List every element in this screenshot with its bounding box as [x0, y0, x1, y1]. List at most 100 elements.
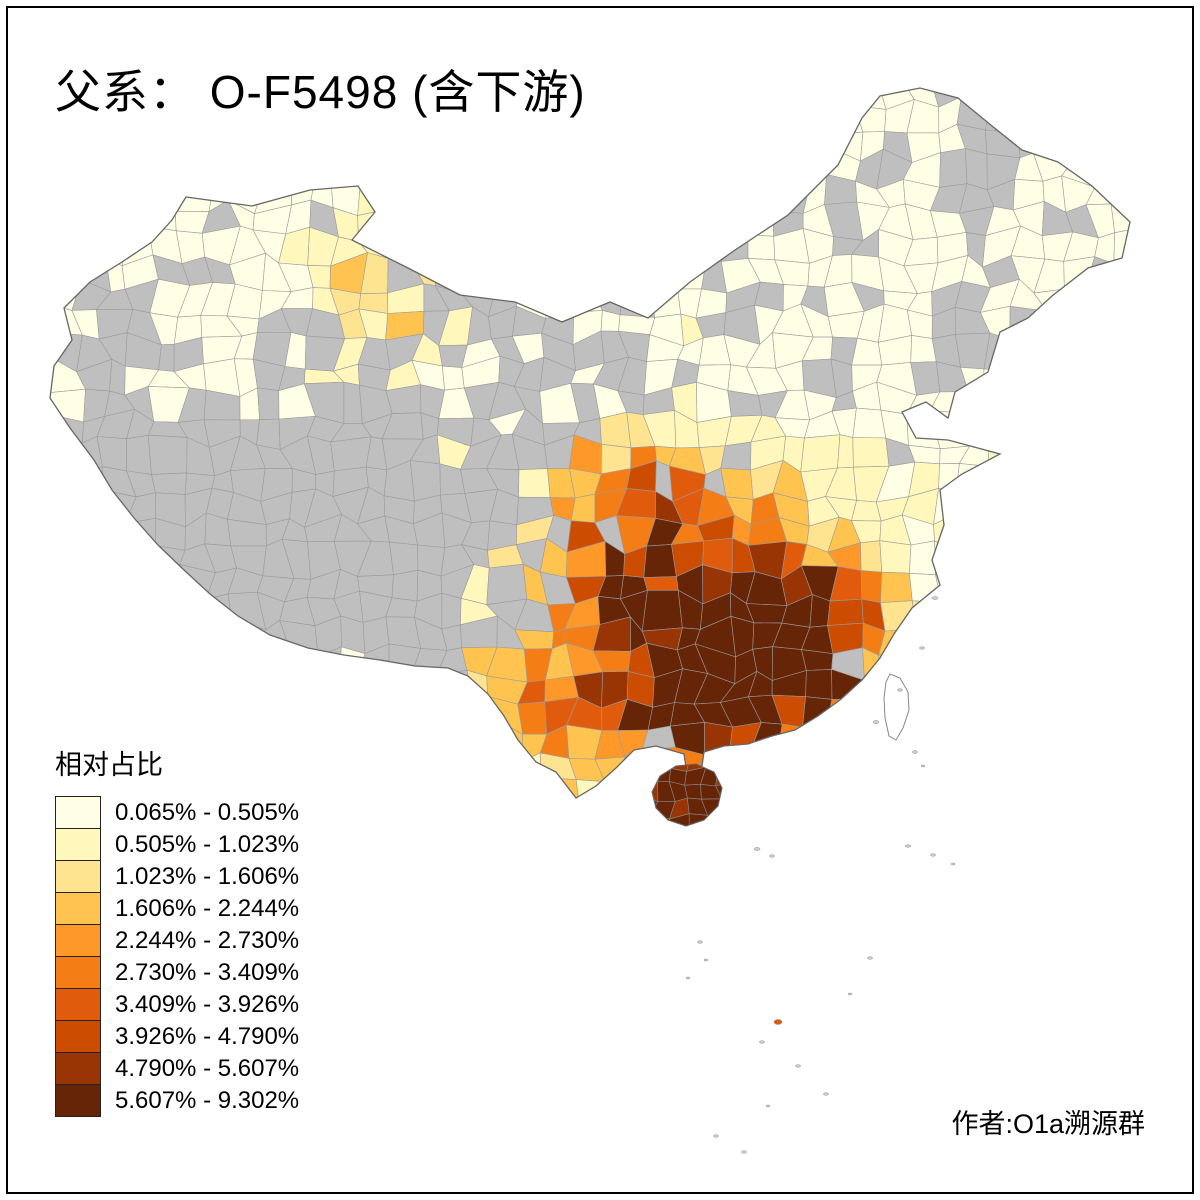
prefecture-cell: [409, 460, 441, 502]
island-marker: [697, 940, 703, 944]
legend-swatch: [55, 1052, 101, 1085]
island-marker: [685, 976, 691, 980]
prefecture-cell: [257, 387, 280, 421]
prefecture-cell: [825, 698, 865, 733]
legend-swatch: [55, 892, 101, 925]
prefecture-cell: [517, 701, 548, 735]
legend-item: 2.244% - 2.730%: [55, 924, 299, 957]
prefecture-cell: [643, 576, 679, 591]
prefecture-cell: [150, 545, 186, 573]
legend-item: 5.607% - 9.302%: [55, 1084, 299, 1117]
prefecture-cell: [827, 598, 864, 626]
prefecture-cell: [652, 765, 659, 783]
prefecture-cell: [158, 343, 175, 372]
legend-label: 3.409% - 3.926%: [115, 990, 300, 1018]
island-marker: [703, 958, 709, 962]
prefecture-cell: [51, 415, 84, 449]
prefecture-cell: [934, 540, 960, 576]
prefecture-cell: [389, 541, 419, 576]
attribution: 作者:O1a溯源群: [951, 1109, 1145, 1139]
legend-swatch: [55, 860, 101, 893]
prefecture-cell: [684, 783, 702, 800]
legend-label: 5.607% - 9.302%: [115, 1086, 300, 1114]
prefecture-cell: [715, 781, 722, 805]
prefecture-cell: [939, 148, 968, 188]
figure-title: 父系： O-F5498 (含下游): [55, 66, 586, 118]
prefecture-cell: [391, 569, 419, 602]
prefecture-cell: [911, 600, 943, 631]
prefecture-cell: [688, 813, 708, 826]
legend-label: 0.065% - 0.505%: [115, 798, 300, 826]
prefecture-cell: [1063, 256, 1096, 290]
prefecture-cell: [436, 669, 473, 698]
prefecture-cell: [677, 259, 707, 290]
island-marker: [872, 720, 880, 724]
prefecture-cell: [330, 436, 372, 472]
prefecture-cell: [126, 434, 152, 475]
prefecture-cell: [982, 368, 1023, 398]
prefecture-cell: [51, 442, 85, 476]
legend-item: 3.409% - 3.926%: [55, 988, 299, 1021]
island-marker: [773, 1019, 783, 1025]
prefecture-cell: [825, 98, 864, 135]
legend-swatch: [55, 956, 101, 989]
prefecture-cell: [720, 467, 754, 500]
prefecture-cell: [860, 540, 883, 573]
national-boundary: [49, 87, 1131, 799]
prefecture-cell: [441, 592, 462, 630]
prefecture-cell: [984, 95, 1021, 134]
prefecture-cell: [151, 472, 188, 495]
island-marker: [795, 1064, 801, 1068]
prefecture-cell: [570, 493, 596, 523]
prefecture-cell: [880, 600, 917, 632]
prefecture-cell: [486, 563, 528, 606]
legend-item: 1.606% - 2.244%: [55, 892, 299, 925]
island-marker: [867, 956, 873, 960]
prefecture-cell: [641, 589, 683, 632]
island-marker: [897, 688, 903, 692]
prefecture-cell: [964, 148, 988, 191]
legend-item: 4.790% - 5.607%: [55, 1052, 299, 1085]
legend-items: 0.065% - 0.505% 0.505% - 1.023% 1.023% - 1…: [55, 796, 299, 1117]
prefecture-cell: [698, 235, 728, 262]
legend-swatch: [55, 988, 101, 1021]
prefecture-cell: [385, 234, 416, 259]
legend-swatch: [55, 924, 101, 957]
prefecture-cell: [983, 332, 1018, 373]
prefecture-cell: [720, 441, 752, 471]
prefecture-cell: [805, 669, 833, 700]
legend-swatch: [55, 828, 101, 861]
prefecture-cell: [643, 544, 677, 578]
island-marker: [930, 853, 936, 857]
prefecture-cell: [909, 540, 936, 576]
prefecture-cell: [851, 337, 883, 366]
prefecture-cell: [852, 437, 890, 468]
prefecture-cell: [853, 88, 887, 110]
legend-label: 0.505% - 1.023%: [115, 830, 300, 858]
island-marker: [904, 844, 912, 848]
island-marker: [920, 764, 926, 768]
prefecture-cell: [878, 649, 918, 679]
prefecture-cell: [705, 814, 720, 826]
legend-label: 2.244% - 2.730%: [115, 926, 300, 954]
legend-label: 4.790% - 5.607%: [115, 1054, 300, 1082]
island-marker: [931, 596, 939, 600]
island-marker: [759, 1040, 765, 1044]
prefecture-cell: [149, 564, 185, 595]
prefecture-cell: [852, 407, 887, 439]
prefecture-cell: [518, 752, 542, 781]
island-marker: [765, 1104, 771, 1108]
island-marker: [912, 750, 918, 754]
legend-item: 1.023% - 1.606%: [55, 860, 299, 893]
prefecture-cell: [1110, 202, 1130, 234]
prefecture-cell: [147, 434, 188, 475]
prefecture-cell: [802, 696, 833, 730]
island-marker: [769, 854, 775, 858]
prefecture-cell: [960, 411, 988, 447]
prefecture-cell: [938, 463, 960, 492]
taiwan-region: [883, 673, 910, 741]
prefecture-cell: [860, 570, 883, 603]
prefecture-cell: [599, 411, 632, 449]
island-marker: [823, 1092, 829, 1096]
